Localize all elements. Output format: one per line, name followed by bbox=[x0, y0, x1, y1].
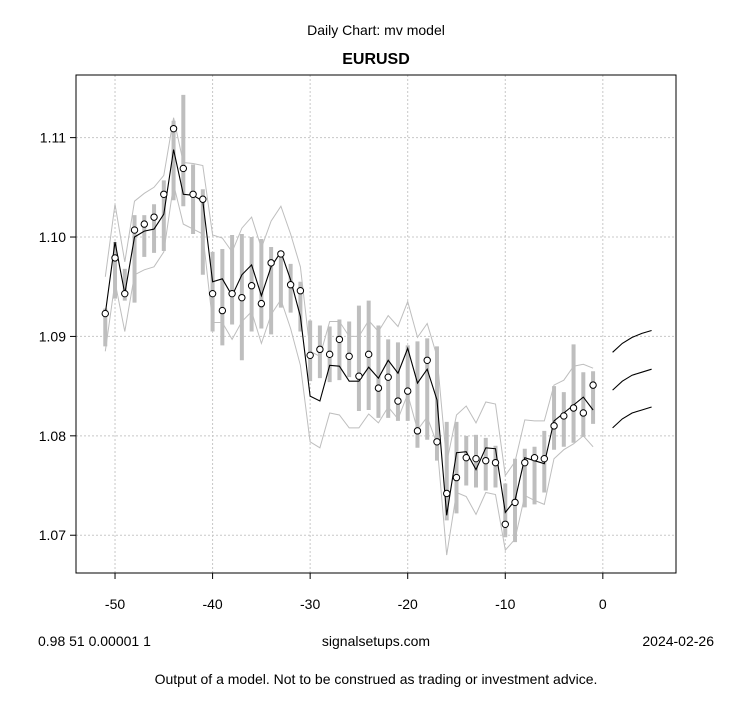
forecast-lower-line bbox=[612, 406, 652, 429]
data-point bbox=[433, 438, 441, 446]
data-point bbox=[569, 404, 578, 412]
model-mean-line bbox=[104, 149, 594, 516]
x-tick-label: -10 bbox=[495, 596, 515, 612]
data-point bbox=[335, 335, 344, 344]
footer-right: 2024-02-26 bbox=[642, 633, 714, 649]
x-tick-label: -40 bbox=[202, 596, 222, 612]
x-tick-label: -20 bbox=[398, 596, 418, 612]
footer-center: signalsetups.com bbox=[322, 633, 430, 649]
data-point bbox=[296, 287, 305, 295]
data-point bbox=[160, 190, 168, 198]
data-point bbox=[511, 498, 519, 507]
data-point bbox=[199, 195, 207, 203]
data-point bbox=[579, 409, 588, 417]
data-point bbox=[345, 352, 353, 361]
data-point bbox=[247, 282, 256, 290]
data-point bbox=[550, 422, 558, 430]
x-tick-label: -30 bbox=[300, 596, 320, 612]
data-point bbox=[423, 356, 431, 364]
x-tick-label: 0 bbox=[599, 596, 607, 612]
y-tick-label: 1.07 bbox=[39, 527, 66, 543]
data-point bbox=[384, 373, 392, 381]
y-axis: 1.07 1.08 1.09 1.10 1.11 bbox=[39, 130, 77, 543]
data-point bbox=[413, 427, 422, 435]
forecast-mean-line bbox=[612, 368, 652, 391]
data-point bbox=[394, 397, 402, 405]
data-point bbox=[286, 281, 295, 289]
data-point bbox=[111, 254, 119, 262]
data-point bbox=[267, 259, 275, 267]
data-point bbox=[404, 387, 412, 395]
data-point bbox=[462, 453, 470, 462]
data-point bbox=[228, 289, 236, 298]
observed-points bbox=[101, 124, 597, 528]
lower-band-line bbox=[104, 184, 594, 556]
data-point bbox=[140, 220, 148, 228]
x-tick-label: -50 bbox=[105, 596, 125, 612]
data-point bbox=[130, 226, 139, 234]
data-point bbox=[101, 309, 109, 318]
chart-title: EURUSD bbox=[342, 51, 410, 68]
data-point bbox=[208, 289, 217, 298]
data-point bbox=[316, 345, 324, 354]
data-point bbox=[589, 381, 597, 389]
y-tick-label: 1.08 bbox=[39, 428, 66, 444]
data-point bbox=[150, 213, 158, 221]
footer-left: 0.98 51 0.00001 1 bbox=[38, 633, 151, 649]
data-point bbox=[277, 250, 285, 258]
data-point bbox=[189, 190, 197, 198]
model-mean-polyline bbox=[104, 149, 594, 516]
data-point bbox=[325, 350, 334, 359]
data-point bbox=[179, 164, 188, 173]
y-tick-label: 1.11 bbox=[40, 130, 66, 146]
data-point bbox=[364, 350, 373, 359]
y-tick-label: 1.09 bbox=[39, 328, 66, 344]
x-axis: -50 -40 -30 -20 -10 0 bbox=[105, 572, 607, 612]
data-point bbox=[238, 293, 246, 302]
data-point bbox=[218, 306, 227, 315]
y-tick-label: 1.10 bbox=[39, 229, 66, 245]
data-point bbox=[443, 489, 451, 498]
data-point bbox=[560, 412, 568, 420]
data-point bbox=[472, 454, 480, 463]
data-point bbox=[482, 456, 490, 465]
data-point bbox=[521, 458, 529, 467]
data-point bbox=[169, 124, 178, 133]
data-point bbox=[306, 351, 314, 360]
footer-disclaimer: Output of a model. Not to be construed a… bbox=[155, 671, 598, 687]
forecast-lines bbox=[612, 329, 652, 429]
data-point bbox=[452, 473, 461, 482]
data-point bbox=[530, 453, 539, 462]
forecast-upper-line bbox=[612, 329, 652, 353]
data-point bbox=[374, 384, 383, 392]
data-point bbox=[491, 458, 500, 467]
data-point bbox=[355, 372, 363, 380]
data-point bbox=[501, 520, 509, 528]
data-point bbox=[540, 454, 548, 463]
chart-supertitle: Daily Chart: mv model bbox=[307, 22, 445, 38]
data-point bbox=[121, 289, 129, 298]
data-point bbox=[257, 299, 266, 308]
